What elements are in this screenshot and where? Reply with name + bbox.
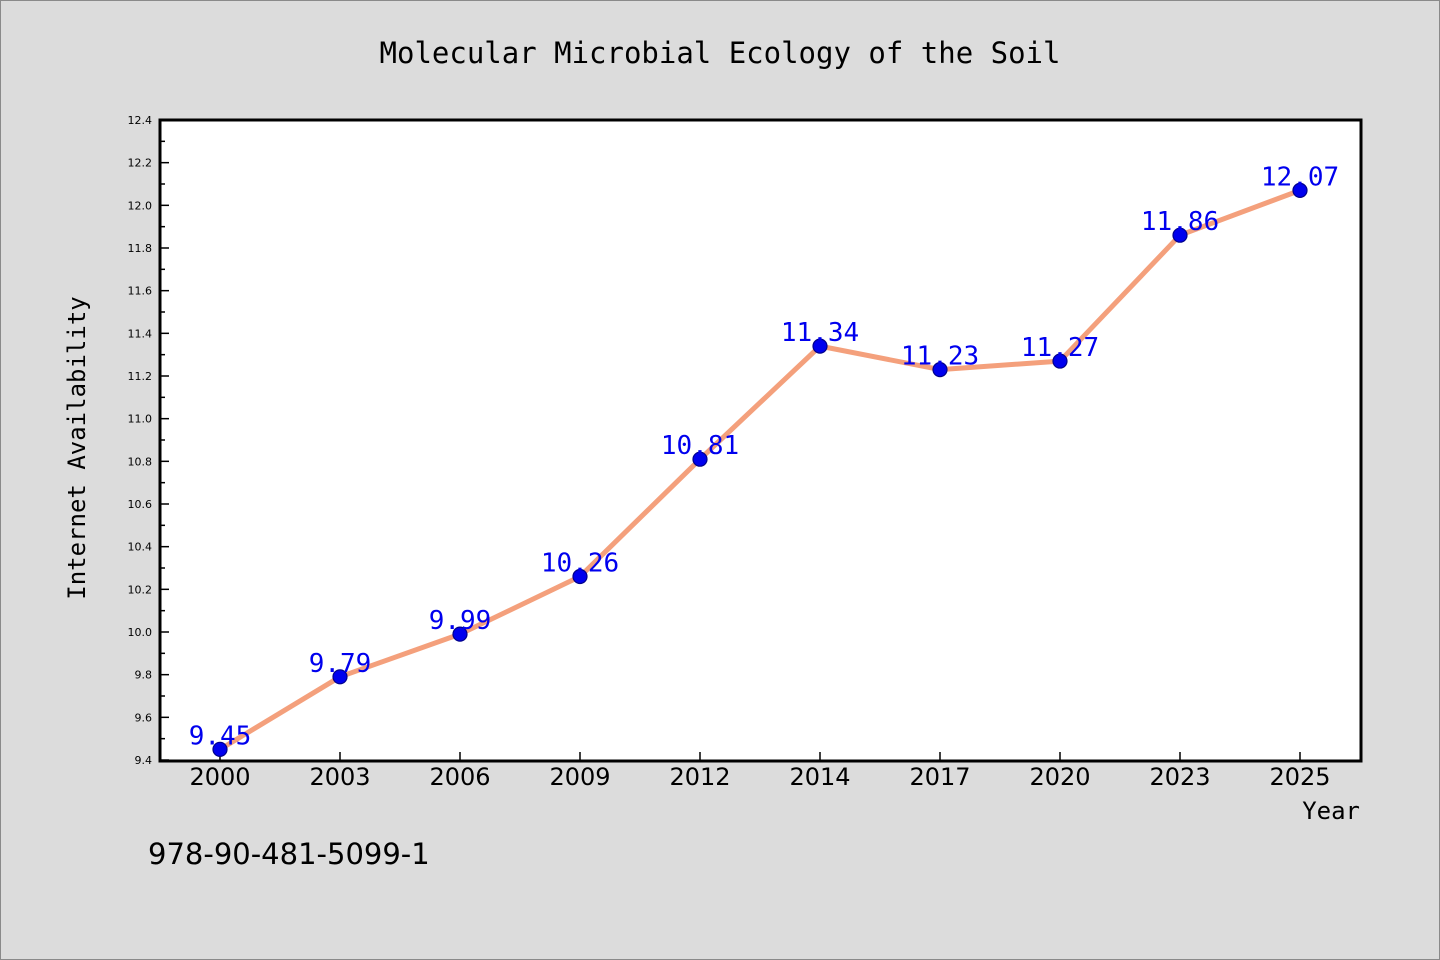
y-axis: 9.4 9.6 9.8 10.0 10.2 10.4 10.6 10.8 11.0 11.2 11.… <box>128 114 169 767</box>
data-point <box>452 626 468 642</box>
data-label: 11.86 <box>1141 207 1219 237</box>
data-point <box>1292 182 1308 198</box>
y-tick-label: 11.2 <box>128 370 153 383</box>
data-label: 11.27 <box>1021 333 1099 363</box>
data-label: 12.07 <box>1261 162 1339 192</box>
data-point <box>1172 227 1188 243</box>
x-tick-label: 2020 <box>1029 763 1090 791</box>
x-tick-label: 2017 <box>909 763 970 791</box>
data-point <box>212 741 228 757</box>
y-tick-label: 12.2 <box>128 157 153 170</box>
data-label: 9.99 <box>429 606 492 636</box>
y-tick-label: 10.4 <box>128 541 153 554</box>
x-tick-label: 2012 <box>669 763 730 791</box>
data-point <box>1052 353 1068 369</box>
x-axis-label: Year <box>1302 797 1360 825</box>
y-tick-label: 12.0 <box>128 199 153 212</box>
y-tick-label: 11.8 <box>128 242 153 255</box>
data-point <box>812 338 828 354</box>
x-tick-label: 2014 <box>789 763 850 791</box>
data-point <box>692 451 708 467</box>
x-tick-label: 2009 <box>549 763 610 791</box>
x-tick-label: 2000 <box>189 763 250 791</box>
data-labels-group: 9.45 9.79 9.99 10.26 10.81 11.34 11.23 11.27 11.… <box>189 162 1339 751</box>
y-tick-label: 11.6 <box>128 285 153 298</box>
y-tick-label: 10.2 <box>128 583 153 596</box>
y-tick-label: 9.6 <box>135 711 153 724</box>
y-tick-label: 12.4 <box>128 114 153 127</box>
y-tick-label: 9.8 <box>135 669 153 682</box>
series-line-group <box>212 182 1308 757</box>
footer-code: 978-90-481-5099-1 <box>148 837 430 871</box>
data-label: 9.45 <box>189 721 252 751</box>
y-tick-label: 11.4 <box>128 327 153 340</box>
data-label: 11.23 <box>901 342 979 372</box>
plot-area <box>158 118 1363 763</box>
x-tick-label: 2006 <box>429 763 490 791</box>
x-tick-label: 2023 <box>1149 763 1210 791</box>
y-tick-label: 10.6 <box>128 498 153 511</box>
data-label: 10.26 <box>541 549 619 579</box>
y-tick-label: 9.4 <box>135 754 153 767</box>
data-point <box>332 669 348 685</box>
x-tick-label: 2003 <box>309 763 370 791</box>
y-axis-label: Internet Availability <box>63 296 91 599</box>
data-point <box>572 568 588 585</box>
y-tick-label: 10.8 <box>128 455 153 468</box>
y-tick-label: 11.0 <box>128 413 153 426</box>
data-label: 11.34 <box>781 318 859 348</box>
data-label: 9.79 <box>309 649 372 679</box>
series-line <box>217 187 1303 752</box>
x-axis: 2000 2003 2006 2009 2012 2014 2017 2020 2023 2025 <box>189 752 1331 791</box>
y-tick-label: 10.0 <box>128 626 153 639</box>
x-tick-label: 2025 <box>1269 763 1330 791</box>
data-point <box>932 362 948 378</box>
data-label: 10.81 <box>661 431 739 461</box>
chart-title: Molecular Microbial Ecology of the Soil <box>380 36 1061 70</box>
